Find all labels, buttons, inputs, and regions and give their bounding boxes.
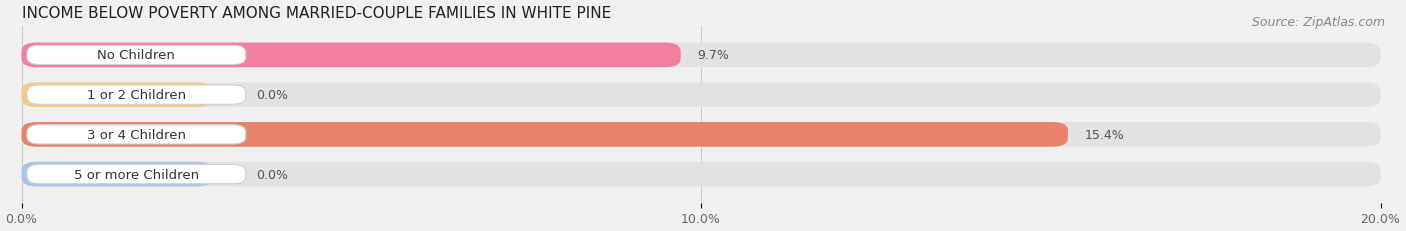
FancyBboxPatch shape: [21, 83, 212, 107]
FancyBboxPatch shape: [27, 46, 246, 65]
FancyBboxPatch shape: [21, 43, 1381, 68]
Text: 5 or more Children: 5 or more Children: [75, 168, 200, 181]
FancyBboxPatch shape: [21, 162, 212, 187]
FancyBboxPatch shape: [21, 43, 681, 68]
Text: 0.0%: 0.0%: [256, 168, 288, 181]
Text: Source: ZipAtlas.com: Source: ZipAtlas.com: [1251, 16, 1385, 29]
FancyBboxPatch shape: [27, 86, 246, 105]
Text: 9.7%: 9.7%: [697, 49, 730, 62]
FancyBboxPatch shape: [21, 83, 1381, 107]
FancyBboxPatch shape: [27, 165, 246, 184]
Text: INCOME BELOW POVERTY AMONG MARRIED-COUPLE FAMILIES IN WHITE PINE: INCOME BELOW POVERTY AMONG MARRIED-COUPL…: [21, 6, 610, 21]
Text: 3 or 4 Children: 3 or 4 Children: [87, 128, 186, 141]
FancyBboxPatch shape: [27, 125, 246, 144]
Text: 0.0%: 0.0%: [256, 89, 288, 102]
FancyBboxPatch shape: [21, 162, 1381, 187]
Text: 1 or 2 Children: 1 or 2 Children: [87, 89, 186, 102]
FancyBboxPatch shape: [21, 122, 1381, 147]
Text: No Children: No Children: [97, 49, 176, 62]
FancyBboxPatch shape: [21, 122, 1069, 147]
Text: 15.4%: 15.4%: [1085, 128, 1125, 141]
